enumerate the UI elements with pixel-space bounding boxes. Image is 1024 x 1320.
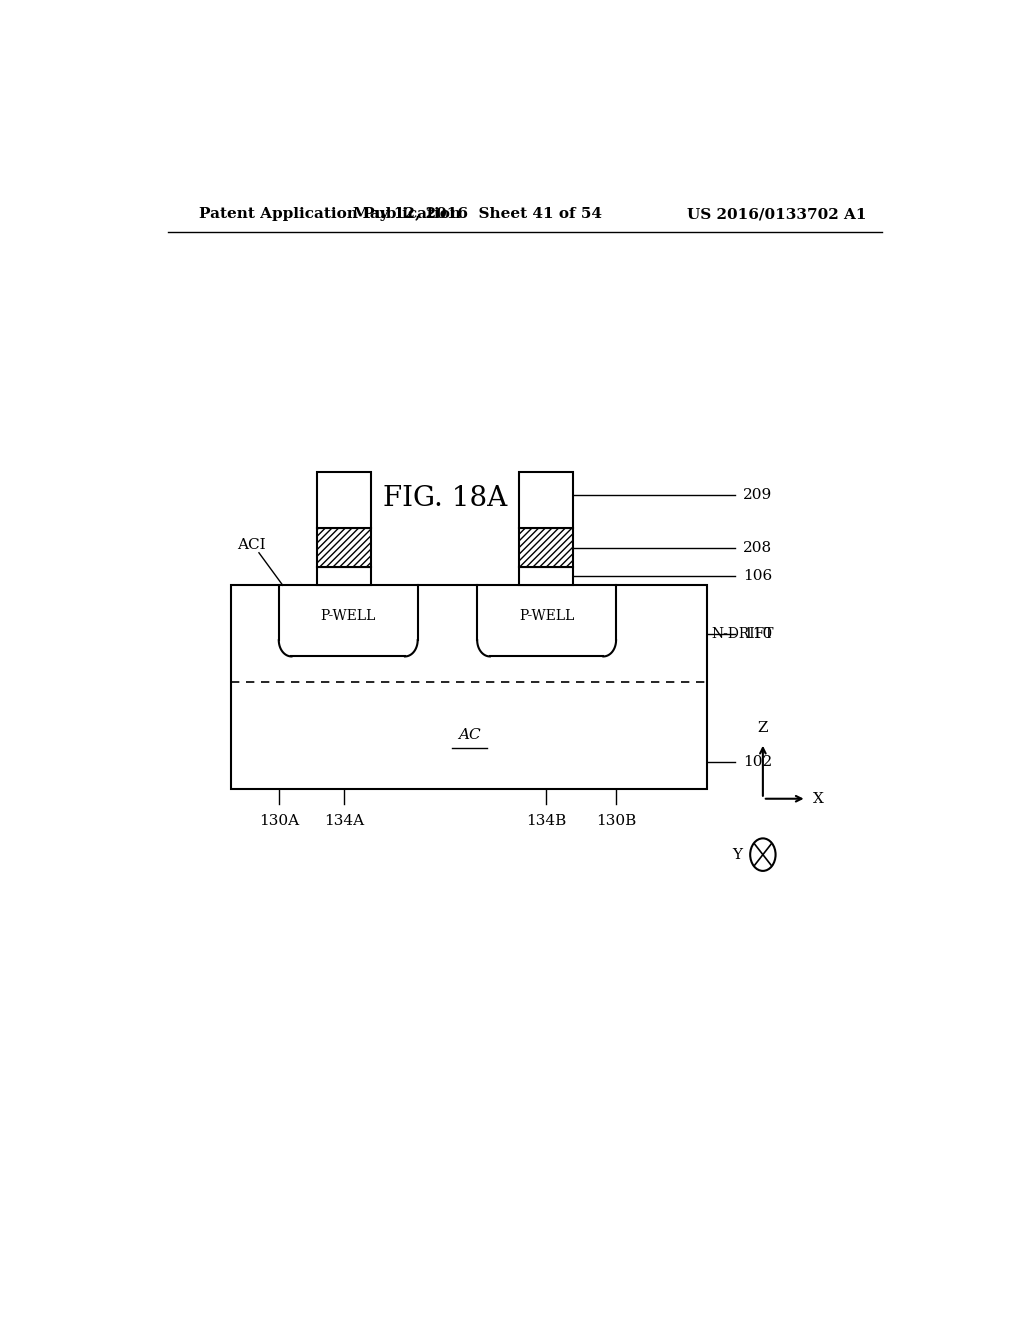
Bar [519, 528, 573, 568]
Bar [519, 568, 573, 585]
Text: Patent Application Publication: Patent Application Publication [200, 207, 462, 222]
Text: Z: Z [758, 721, 768, 735]
Text: AC: AC [458, 729, 480, 742]
Bar [316, 473, 371, 528]
Text: ACI: ACI [237, 537, 265, 552]
Text: X: X [813, 792, 823, 805]
Bar [316, 568, 371, 585]
Text: 106: 106 [743, 569, 772, 583]
Text: 102: 102 [743, 755, 772, 768]
Text: 134B: 134B [526, 814, 566, 828]
Text: US 2016/0133702 A1: US 2016/0133702 A1 [686, 207, 866, 222]
Text: 130B: 130B [596, 814, 636, 828]
Text: FIG. 18A: FIG. 18A [383, 486, 508, 512]
Bar [519, 473, 573, 528]
Text: P-WELL: P-WELL [321, 609, 376, 623]
Text: Y: Y [732, 847, 742, 862]
Text: 208: 208 [743, 541, 772, 554]
Text: N-DRIFT: N-DRIFT [712, 627, 774, 640]
Circle shape [751, 838, 775, 871]
Bar [231, 585, 708, 788]
Text: 130A: 130A [259, 814, 299, 828]
Text: P-WELL: P-WELL [519, 609, 574, 623]
Bar [316, 528, 371, 568]
Text: 110: 110 [743, 627, 772, 640]
Text: 209: 209 [743, 488, 772, 502]
Text: May 12, 2016  Sheet 41 of 54: May 12, 2016 Sheet 41 of 54 [352, 207, 602, 222]
Text: 134A: 134A [324, 814, 364, 828]
